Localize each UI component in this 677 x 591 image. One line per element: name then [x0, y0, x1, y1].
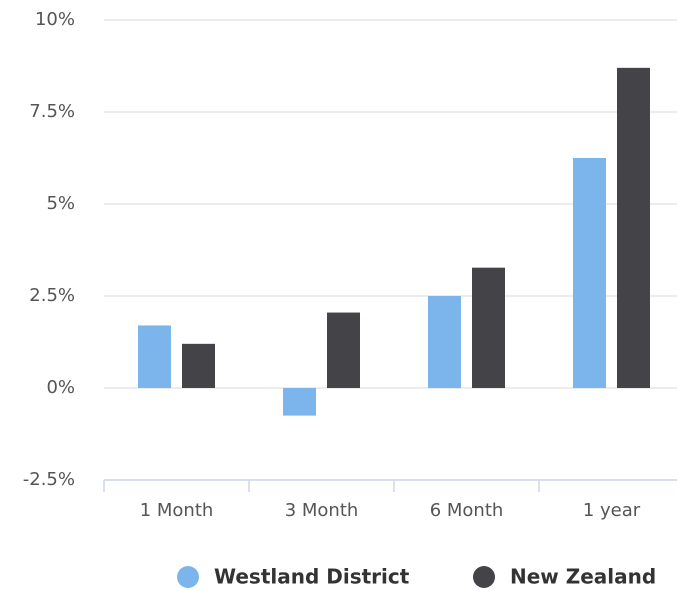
y-tick-label: 2.5%: [29, 285, 75, 306]
bar: [138, 325, 171, 388]
legend-label: Westland District: [214, 565, 410, 589]
bar: [327, 312, 360, 388]
bar: [428, 296, 461, 388]
x-tick-label: 1 Month: [140, 500, 214, 521]
x-tick-label: 1 year: [583, 500, 641, 521]
y-tick-label: 10%: [35, 9, 75, 30]
bar: [472, 267, 505, 388]
x-tick-label: 3 Month: [285, 500, 359, 521]
legend-marker: [473, 566, 495, 588]
legend-label: New Zealand: [510, 565, 656, 589]
bar: [617, 67, 650, 388]
y-tick-label: 7.5%: [29, 101, 75, 122]
legend-marker: [177, 566, 199, 588]
x-tick-label: 6 Month: [430, 500, 504, 521]
y-tick-label: 0%: [46, 377, 75, 398]
bar: [573, 158, 606, 388]
bar: [283, 388, 316, 416]
y-tick-label: -2.5%: [23, 469, 75, 490]
y-tick-label: 5%: [46, 193, 75, 214]
bar: [182, 343, 215, 388]
